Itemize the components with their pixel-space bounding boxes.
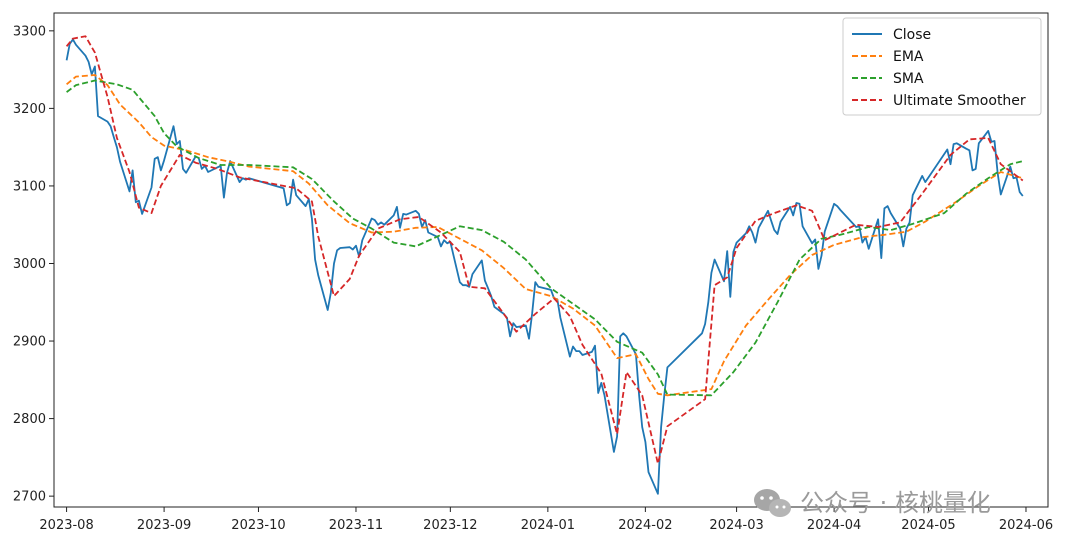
watermark: 公众号 · 核桃量化 [754,489,991,517]
y-tick-label: 3000 [13,257,46,272]
y-tick-label: 2700 [13,490,46,505]
y-tick-label: 3200 [13,102,46,117]
legend-label: Ultimate Smoother [893,93,1026,109]
x-tick-label: 2024-05 [901,518,955,533]
x-tick-label: 2024-01 [521,518,575,533]
legend-items: Close EMA SMA Ultimate Smoother [852,27,1026,109]
x-tick-label: 2023-08 [39,518,93,533]
x-tick-label: 2023-10 [231,518,285,533]
axes-layer: 2700 2800 2900 3000 3100 3200 3300 2023-08 2023-… [13,12,1053,533]
series-line-sma [66,79,1024,397]
y-tick-label: 2900 [13,335,46,350]
x-tick-label: 2024-04 [807,518,861,533]
series-layer [65,35,1024,495]
legend-label: EMA [893,49,924,65]
series-line-ema [66,74,1024,397]
x-tick-label: 2024-06 [999,518,1053,533]
x-tick-label: 2023-11 [329,518,383,533]
y-tick-label: 3300 [13,24,46,39]
x-tick-label: 2024-03 [709,518,763,533]
x-tick-label: 2023-12 [423,518,477,533]
watermark-text: 公众号 · 核桃量化 [800,489,991,517]
series-line-ultimate-smoother [65,35,1024,465]
y-tick-label: 2800 [13,412,46,427]
legend: Close EMA SMA Ultimate Smoother [842,17,1042,116]
x-tick-label: 2023-09 [137,518,191,533]
plot-frame [53,12,1049,508]
y-tick-label: 3100 [13,179,46,194]
x-tick-label: 2024-02 [618,518,672,533]
legend-frame [842,17,1042,116]
legend-label: SMA [893,71,924,87]
legend-label: Close [893,27,931,43]
series-line-close [65,38,1024,495]
wechat-icon [754,489,791,517]
